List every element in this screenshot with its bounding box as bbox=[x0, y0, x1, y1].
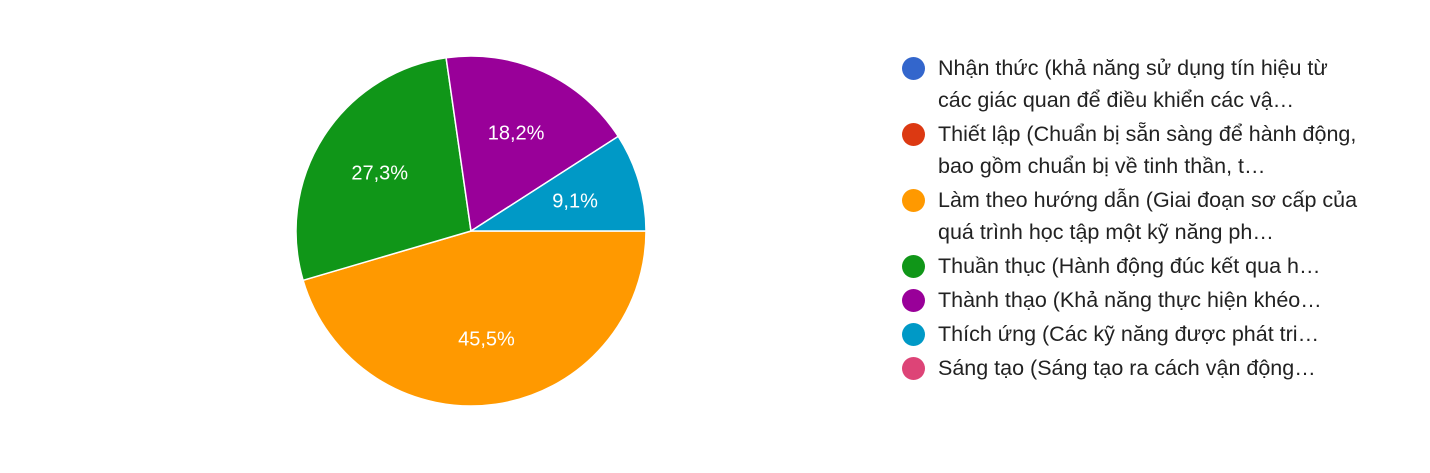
legend-item: Thuần thục (Hành động đúc kết qua h… bbox=[902, 250, 1372, 282]
legend-label: Làm theo hướng dẫn (Giai đoạn sơ cấp của… bbox=[938, 188, 1358, 244]
slice-label: 9,1% bbox=[552, 190, 598, 212]
legend-item: Thích ứng (Các kỹ năng được phát tri… bbox=[902, 318, 1372, 350]
legend-item: Thành thạo (Khả năng thực hiện khéo… bbox=[902, 284, 1372, 316]
legend-item: Thiết lập (Chuẩn bị sẵn sàng để hành độn… bbox=[902, 118, 1372, 182]
legend-label: Thích ứng (Các kỹ năng được phát tri… bbox=[938, 322, 1320, 346]
slice-label: 27,3% bbox=[351, 162, 408, 184]
legend-swatch bbox=[902, 123, 925, 146]
legend-swatch bbox=[902, 189, 925, 212]
legend-label: Sáng tạo (Sáng tạo ra cách vận động… bbox=[938, 356, 1316, 380]
pie-slice bbox=[302, 230, 647, 407]
legend-item: Sáng tạo (Sáng tạo ra cách vận động… bbox=[902, 352, 1372, 384]
legend-item: Làm theo hướng dẫn (Giai đoạn sơ cấp của… bbox=[902, 184, 1372, 248]
legend-swatch bbox=[902, 323, 925, 346]
pie-slice bbox=[445, 55, 620, 233]
chart-legend: Nhận thức (khả năng sử dụng tín hiệu từ … bbox=[902, 52, 1372, 386]
legend-swatch bbox=[902, 289, 925, 312]
slice-label: 45,5% bbox=[458, 328, 515, 350]
legend-swatch bbox=[902, 255, 925, 278]
legend-label: Thiết lập (Chuẩn bị sẵn sàng để hành độn… bbox=[938, 122, 1357, 178]
legend-swatch bbox=[902, 57, 925, 80]
pie-slice bbox=[295, 56, 472, 282]
legend-swatch bbox=[902, 357, 925, 380]
pie-slice bbox=[468, 135, 647, 232]
legend-label: Nhận thức (khả năng sử dụng tín hiệu từ … bbox=[938, 56, 1328, 112]
legend-label: Thuần thục (Hành động đúc kết qua h… bbox=[938, 254, 1321, 278]
slice-label: 18,2% bbox=[488, 122, 545, 144]
legend-label: Thành thạo (Khả năng thực hiện khéo… bbox=[938, 288, 1322, 312]
legend-item: Nhận thức (khả năng sử dụng tín hiệu từ … bbox=[902, 52, 1372, 116]
